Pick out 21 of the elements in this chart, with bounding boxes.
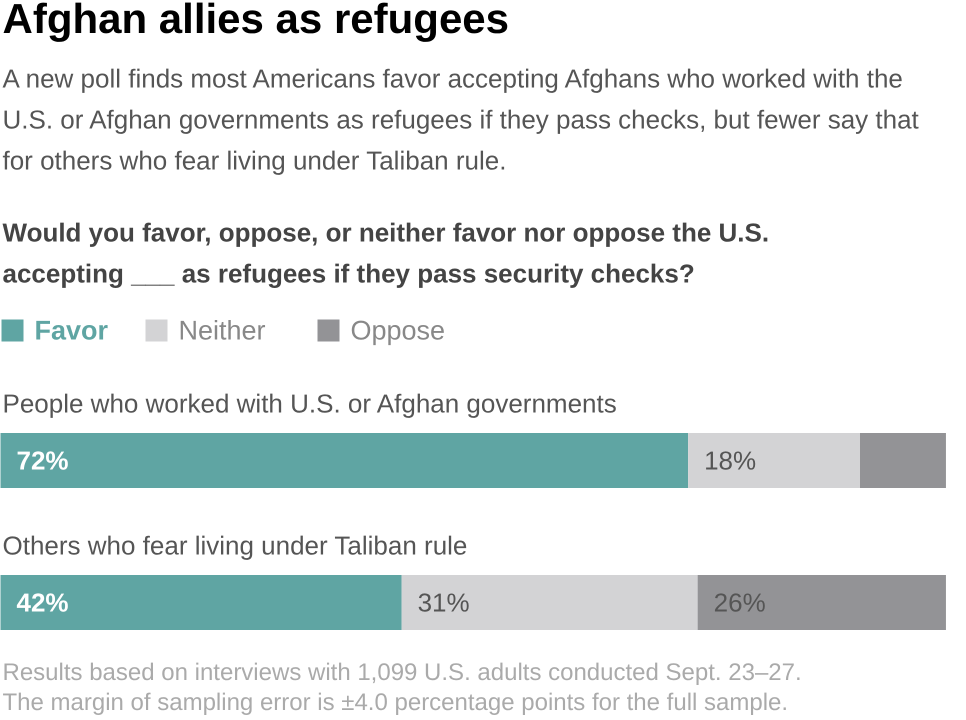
data-label: 31% (418, 588, 470, 618)
legend-label: Neither (178, 316, 266, 346)
y-tick-label: People who worked with U.S. or Afghan governments (2, 388, 617, 418)
text: The margin of sampling error is ±4.0 percentage points for the full sample. (2, 689, 788, 716)
text: Results based on interviews with 1,099 U.S. adults conducted Sept. 23–27. (2, 659, 802, 686)
bar (402, 575, 698, 630)
bar (0, 575, 402, 630)
bar (860, 433, 946, 488)
bar (698, 575, 946, 630)
data-label: 72% (16, 446, 69, 476)
data-label: 26% (714, 588, 766, 618)
legend-label: Favor (34, 316, 109, 346)
legend-title: Would you favor, oppose, or neither favor nor oppose the U.S. accepting ___ as refugees if they pass security checks? (2, 218, 770, 288)
bar (0, 433, 688, 488)
data-label: 18% (704, 446, 756, 476)
chart-title: Afghan allies as refugees (2, 0, 510, 42)
chart-subtitle: A new poll finds most Americans favor accepting Afghans who worked with the U.S. or Afghan governments as refugees if they pass checks, but fewer say that for others who fear living under Taliban rule. (2, 64, 920, 176)
data-label: 42% (16, 588, 69, 618)
bar (688, 433, 860, 488)
y-tick-label: Others who fear living under Taliban rule (2, 530, 468, 560)
legend-label: Oppose (350, 316, 446, 346)
